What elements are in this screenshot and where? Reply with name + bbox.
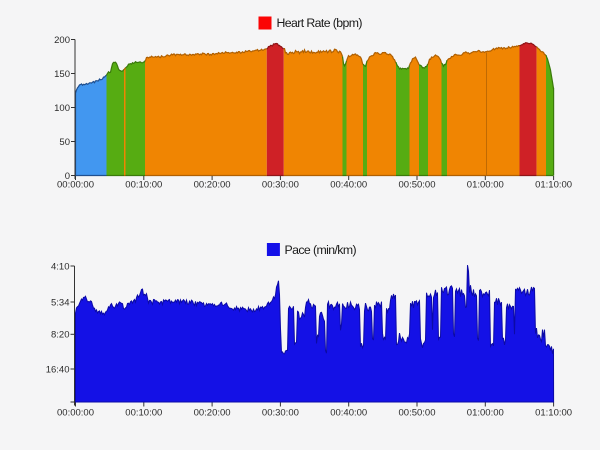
- svg-text:01:10:00: 01:10:00: [535, 407, 572, 418]
- svg-text:01:00:00: 01:00:00: [467, 407, 504, 418]
- svg-text:00:10:00: 00:10:00: [125, 407, 162, 418]
- svg-text:00:20:00: 00:20:00: [194, 407, 231, 418]
- svg-text:100: 100: [54, 103, 70, 114]
- svg-text:01:00:00: 01:00:00: [467, 179, 504, 190]
- svg-text:00:30:00: 00:30:00: [262, 407, 299, 418]
- svg-text:00:00:00: 00:00:00: [57, 179, 94, 190]
- svg-text:Pace (min/km): Pace (min/km): [285, 243, 357, 257]
- svg-text:200: 200: [54, 35, 70, 46]
- svg-text:Heart Rate (bpm): Heart Rate (bpm): [277, 16, 363, 30]
- svg-text:01:10:00: 01:10:00: [535, 179, 572, 190]
- svg-text:0: 0: [65, 171, 70, 182]
- svg-text:50: 50: [59, 137, 70, 148]
- svg-text:16:40: 16:40: [46, 364, 70, 375]
- svg-text:5:34: 5:34: [51, 297, 70, 308]
- svg-text:150: 150: [54, 69, 70, 80]
- svg-text:00:40:00: 00:40:00: [330, 407, 367, 418]
- svg-text:00:40:00: 00:40:00: [330, 179, 367, 190]
- svg-text:4:10: 4:10: [51, 261, 70, 272]
- svg-text:8:20: 8:20: [51, 330, 70, 341]
- svg-text:00:10:00: 00:10:00: [125, 179, 162, 190]
- svg-text:00:30:00: 00:30:00: [262, 179, 299, 190]
- svg-text:00:00:00: 00:00:00: [57, 407, 94, 418]
- svg-text:00:20:00: 00:20:00: [194, 179, 231, 190]
- svg-text:00:50:00: 00:50:00: [399, 407, 436, 418]
- svg-text:00:50:00: 00:50:00: [399, 179, 436, 190]
